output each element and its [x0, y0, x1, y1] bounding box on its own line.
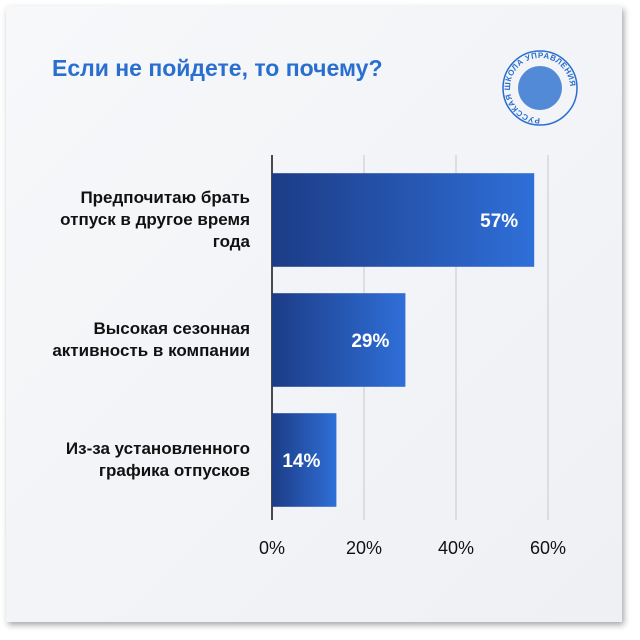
bar: [272, 413, 337, 507]
bar: [272, 173, 535, 267]
category-label: Высокая сезонная активность в компании: [52, 319, 250, 360]
value-label: 29%: [351, 331, 389, 352]
x-tick-label: 40%: [438, 538, 474, 558]
value-label: 57%: [480, 211, 518, 232]
category-label: Предпочитаю брать отпуск в другое время …: [60, 188, 250, 251]
x-tick-label: 20%: [346, 538, 382, 558]
chart-title: Если не пойдете, то почему?: [52, 55, 383, 81]
x-tick-label: 0%: [259, 538, 285, 558]
value-label: 14%: [282, 451, 320, 472]
logo-emblem: [518, 66, 562, 110]
logo-ring: [502, 50, 578, 126]
category-label: Из-за установленного графика отпусков: [65, 439, 250, 480]
logo: РУССКАЯ ШКОЛА УПРАВЛЕНИЯ: [502, 50, 578, 126]
x-tick-label: 60%: [530, 538, 566, 558]
bar: [272, 293, 406, 387]
